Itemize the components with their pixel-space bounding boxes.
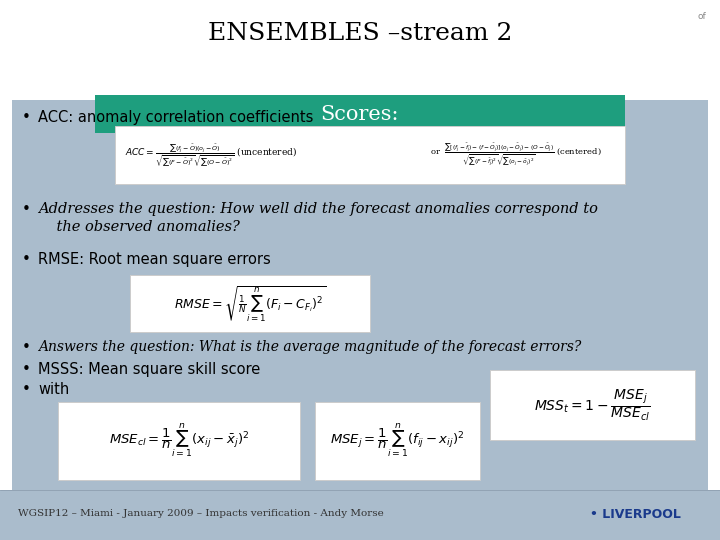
Text: MSSS: Mean square skill score: MSSS: Mean square skill score (38, 362, 260, 377)
Bar (115, 126, 625, 184)
Text: $MSS_t = 1 - \dfrac{MSE_j}{MSE_{cl}}$: $MSS_t = 1 - \dfrac{MSE_j}{MSE_{cl}}$ (534, 387, 651, 423)
Text: Scores:: Scores: (320, 105, 400, 124)
Bar (95, 95, 625, 133)
Text: Answers the question: What is the average magnitude of the forecast errors?: Answers the question: What is the averag… (38, 340, 581, 354)
Bar (490, 370, 695, 440)
Text: $MSE_j = \dfrac{1}{n}\sum_{i=1}^{n}(f_{ij} - x_{ij})^2$: $MSE_j = \dfrac{1}{n}\sum_{i=1}^{n}(f_{i… (330, 422, 464, 460)
Text: ENSEMBLES –stream 2: ENSEMBLES –stream 2 (208, 22, 512, 45)
Text: •: • (22, 382, 31, 397)
Bar (0, 490, 720, 540)
Text: of: of (697, 12, 706, 21)
Bar (58, 402, 300, 480)
Text: Addresses the question: How well did the forecast anomalies correspond to
    th: Addresses the question: How well did the… (38, 202, 598, 234)
Text: ACC: anomaly correlation coefficients: ACC: anomaly correlation coefficients (38, 110, 313, 125)
Text: $ACC = \frac{\sum(f_j - \bar{O})(o_j - \bar{O})}{\sqrt{\sum(F-\bar{O})^2}\sqrt{\: $ACC = \frac{\sum(f_j - \bar{O})(o_j - \… (125, 141, 297, 168)
Text: • LIVERPOOL: • LIVERPOOL (590, 509, 681, 522)
Text: •: • (22, 252, 31, 267)
Text: •: • (22, 202, 31, 217)
Text: •: • (22, 362, 31, 377)
Text: or  $\frac{\sum[(f_j-\bar{f}_j)-(f-\bar{O}_j)](o_j-\bar{O}_j)-(O-\bar{O}_j)}{\sq: or $\frac{\sum[(f_j-\bar{f}_j)-(f-\bar{O… (430, 141, 602, 168)
Text: WGSIP12 – Miami - January 2009 – Impacts verification - Andy Morse: WGSIP12 – Miami - January 2009 – Impacts… (18, 510, 384, 518)
Text: RMSE: Root mean square errors: RMSE: Root mean square errors (38, 252, 271, 267)
Bar (315, 402, 480, 480)
Text: $MSE_{cl} = \dfrac{1}{n}\sum_{i=1}^{n}(x_{ij} - \bar{x}_j)^2$: $MSE_{cl} = \dfrac{1}{n}\sum_{i=1}^{n}(x… (109, 422, 249, 460)
Text: •: • (22, 110, 31, 125)
Bar (12, 100, 708, 490)
Text: •: • (22, 340, 31, 355)
Bar (130, 275, 370, 332)
Text: with: with (38, 382, 69, 397)
Text: $RMSE = \sqrt{\frac{1}{N}\sum_{i=1}^{n}(F_i - C_{F_i})^2}$: $RMSE = \sqrt{\frac{1}{N}\sum_{i=1}^{n}(… (174, 284, 326, 323)
